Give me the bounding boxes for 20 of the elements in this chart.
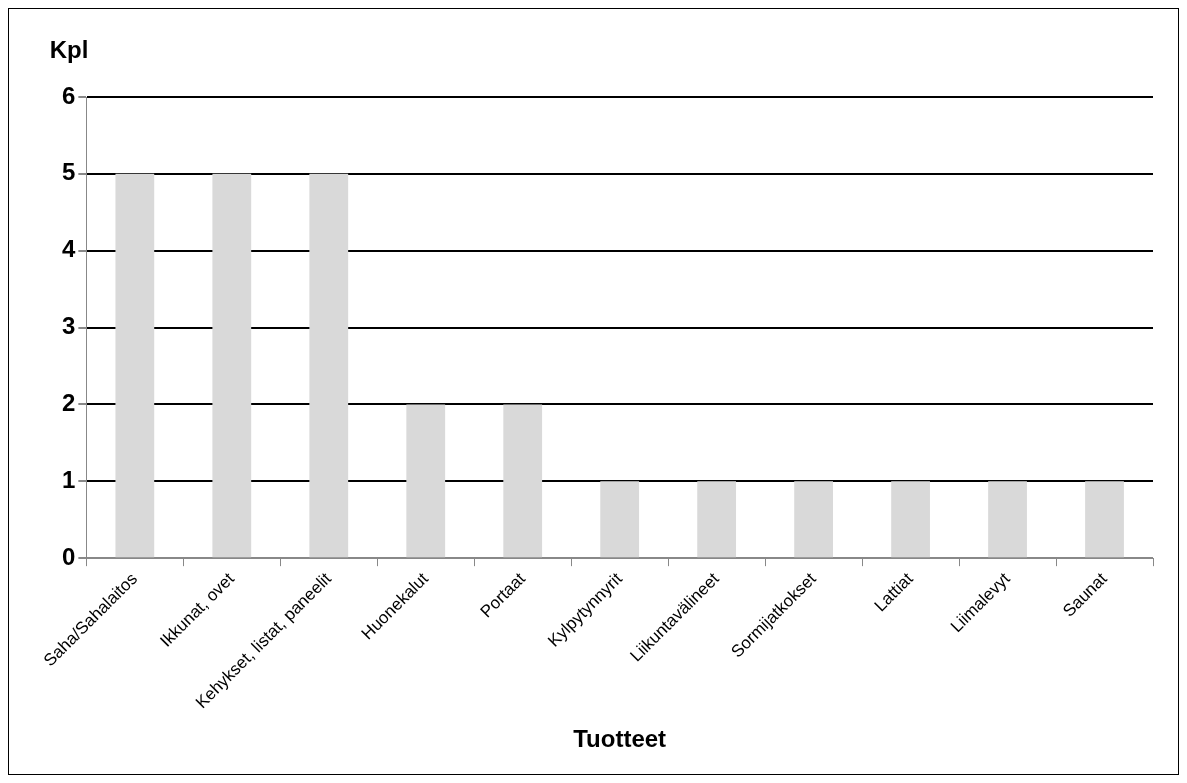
y-tick-label: 6 [61, 81, 76, 109]
bar [503, 404, 543, 558]
bar [600, 481, 640, 558]
y-tick-label: 1 [61, 465, 76, 493]
bar [212, 173, 252, 558]
y-tick-label: 4 [61, 235, 76, 263]
x-axis-title: Tuotteet [573, 725, 667, 753]
y-tick-label: 3 [61, 312, 76, 340]
bar [1085, 481, 1124, 558]
y-tick-label: 5 [61, 158, 76, 186]
y-tick-label: 2 [61, 389, 76, 417]
bar [891, 481, 930, 558]
bar [406, 404, 446, 558]
bar [988, 481, 1027, 558]
bar [697, 481, 737, 558]
y-tick-label: 0 [61, 542, 76, 570]
bar [309, 173, 349, 558]
bar [115, 173, 155, 558]
bar [794, 481, 833, 558]
y-axis-title: Kpl [49, 35, 89, 63]
